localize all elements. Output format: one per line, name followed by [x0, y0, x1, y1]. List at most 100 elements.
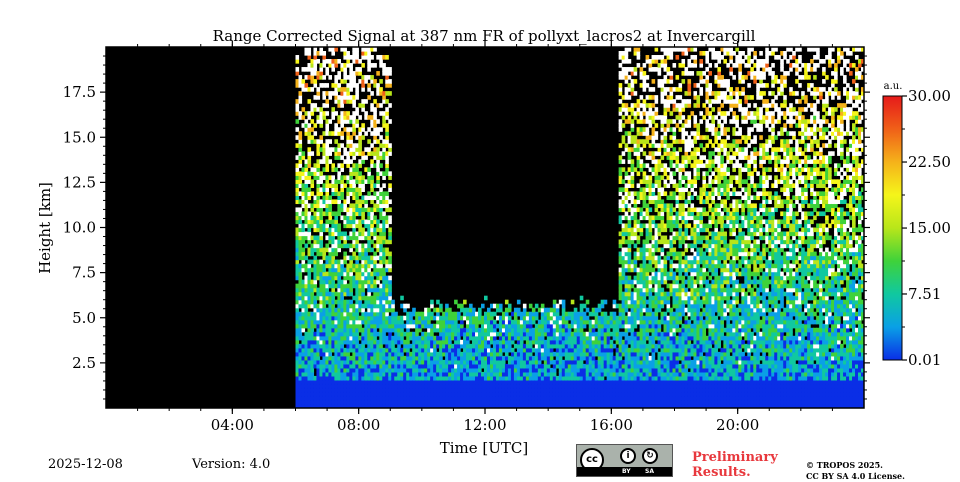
heatmap-cell [370, 259, 374, 265]
heatmap-cell [546, 311, 551, 317]
heatmap-cell [600, 355, 605, 361]
heatmap-cell [391, 355, 395, 361]
heatmap-cell [484, 403, 488, 408]
heatmap-cell [519, 399, 524, 405]
heatmap-cell [543, 379, 548, 385]
heatmap-cell [298, 367, 303, 373]
heatmap-cell [349, 395, 353, 401]
heatmap-cell [400, 335, 404, 341]
heatmap-cell [657, 231, 662, 237]
heatmap-cell [358, 163, 362, 168]
heatmap-cell [313, 299, 318, 305]
heatmap-cell [349, 299, 353, 305]
heatmap-cell [472, 343, 476, 349]
heatmap-cell [313, 227, 318, 233]
heatmap-cell [334, 367, 338, 373]
heatmap-cell [645, 291, 650, 297]
heatmap-cell [358, 263, 362, 269]
heatmap-cell [346, 267, 350, 273]
heatmap-cell [337, 371, 341, 377]
heatmap-cell [591, 399, 596, 405]
heatmap-cell [358, 179, 362, 184]
heatmap-cell [546, 391, 551, 397]
heatmap-cell [633, 355, 638, 361]
heatmap-cell [552, 387, 557, 393]
heatmap-cell [519, 327, 524, 333]
heatmap-cell [331, 51, 335, 56]
heatmap-cell [615, 403, 620, 408]
heatmap-cell [633, 367, 638, 373]
heatmap-cell [648, 263, 653, 269]
heatmap-cell [325, 247, 330, 253]
heatmap-cell [379, 223, 383, 229]
heatmap-cell [307, 295, 312, 301]
heatmap-cell [651, 215, 656, 221]
heatmap-cell [660, 239, 665, 245]
heatmap-cell [475, 315, 479, 321]
heatmap-cell [316, 95, 321, 100]
heatmap-cell [346, 287, 350, 293]
heatmap-cell [385, 151, 389, 156]
heatmap-cell [624, 383, 629, 389]
heatmap-cell [457, 355, 461, 361]
heatmap-cell [463, 335, 467, 341]
heatmap-cell [406, 335, 410, 341]
heatmap-cell [555, 359, 560, 365]
heatmap-cell [624, 183, 629, 188]
heatmap-cell [633, 375, 638, 381]
heatmap-cell [451, 367, 455, 373]
heatmap-cell [376, 275, 380, 281]
heatmap-cell [630, 103, 635, 108]
heatmap-cell [621, 203, 626, 209]
heatmap-cell [484, 351, 488, 357]
heatmap-cell [433, 335, 437, 341]
heatmap-cell [325, 71, 330, 76]
heatmap-cell [600, 347, 605, 353]
heatmap-cell [439, 355, 443, 361]
heatmap-cell [570, 359, 575, 365]
heatmap-cell [313, 263, 318, 269]
heatmap-cell [373, 139, 377, 144]
heatmap-cell [642, 375, 647, 381]
heatmap-cell [466, 375, 470, 381]
heatmap-cell [367, 279, 371, 285]
heatmap-cell [340, 287, 344, 293]
heatmap-cell [639, 211, 644, 217]
heatmap-cell [355, 51, 359, 56]
heatmap-cell [561, 387, 566, 393]
heatmap-cell [382, 227, 386, 233]
heatmap-cell [385, 99, 389, 104]
heatmap-cell [373, 235, 377, 241]
heatmap-cell [346, 135, 350, 140]
heatmap-cell [334, 127, 338, 132]
heatmap-cell [352, 223, 356, 229]
heatmap-cell [322, 75, 327, 80]
heatmap-cell [448, 367, 452, 373]
heatmap-cell [645, 131, 650, 136]
heatmap-cell [516, 375, 521, 381]
heatmap-cell [403, 371, 407, 377]
heatmap-cell [313, 175, 318, 180]
heatmap-cell [379, 387, 383, 393]
heatmap-cell [307, 151, 312, 156]
heatmap-cell [328, 367, 333, 373]
heatmap-cell [337, 327, 341, 333]
heatmap-cell [639, 227, 644, 233]
heatmap-cell [358, 115, 362, 120]
heatmap-cell [618, 391, 623, 397]
heatmap-cell [618, 255, 623, 261]
heatmap-cell [319, 323, 324, 329]
heatmap-cell [358, 159, 362, 164]
heatmap-cell [600, 351, 605, 357]
heatmap-cell [331, 367, 335, 373]
heatmap-cell [355, 107, 359, 112]
heatmap-cell [534, 399, 539, 405]
heatmap-cell [322, 95, 327, 100]
heatmap-cell [651, 67, 656, 72]
heatmap-cell [645, 139, 650, 144]
heatmap-cell [340, 111, 344, 116]
heatmap-cell [642, 331, 647, 337]
heatmap-cell [406, 339, 410, 345]
heatmap-cell [564, 339, 569, 345]
heatmap-cell [648, 115, 653, 120]
